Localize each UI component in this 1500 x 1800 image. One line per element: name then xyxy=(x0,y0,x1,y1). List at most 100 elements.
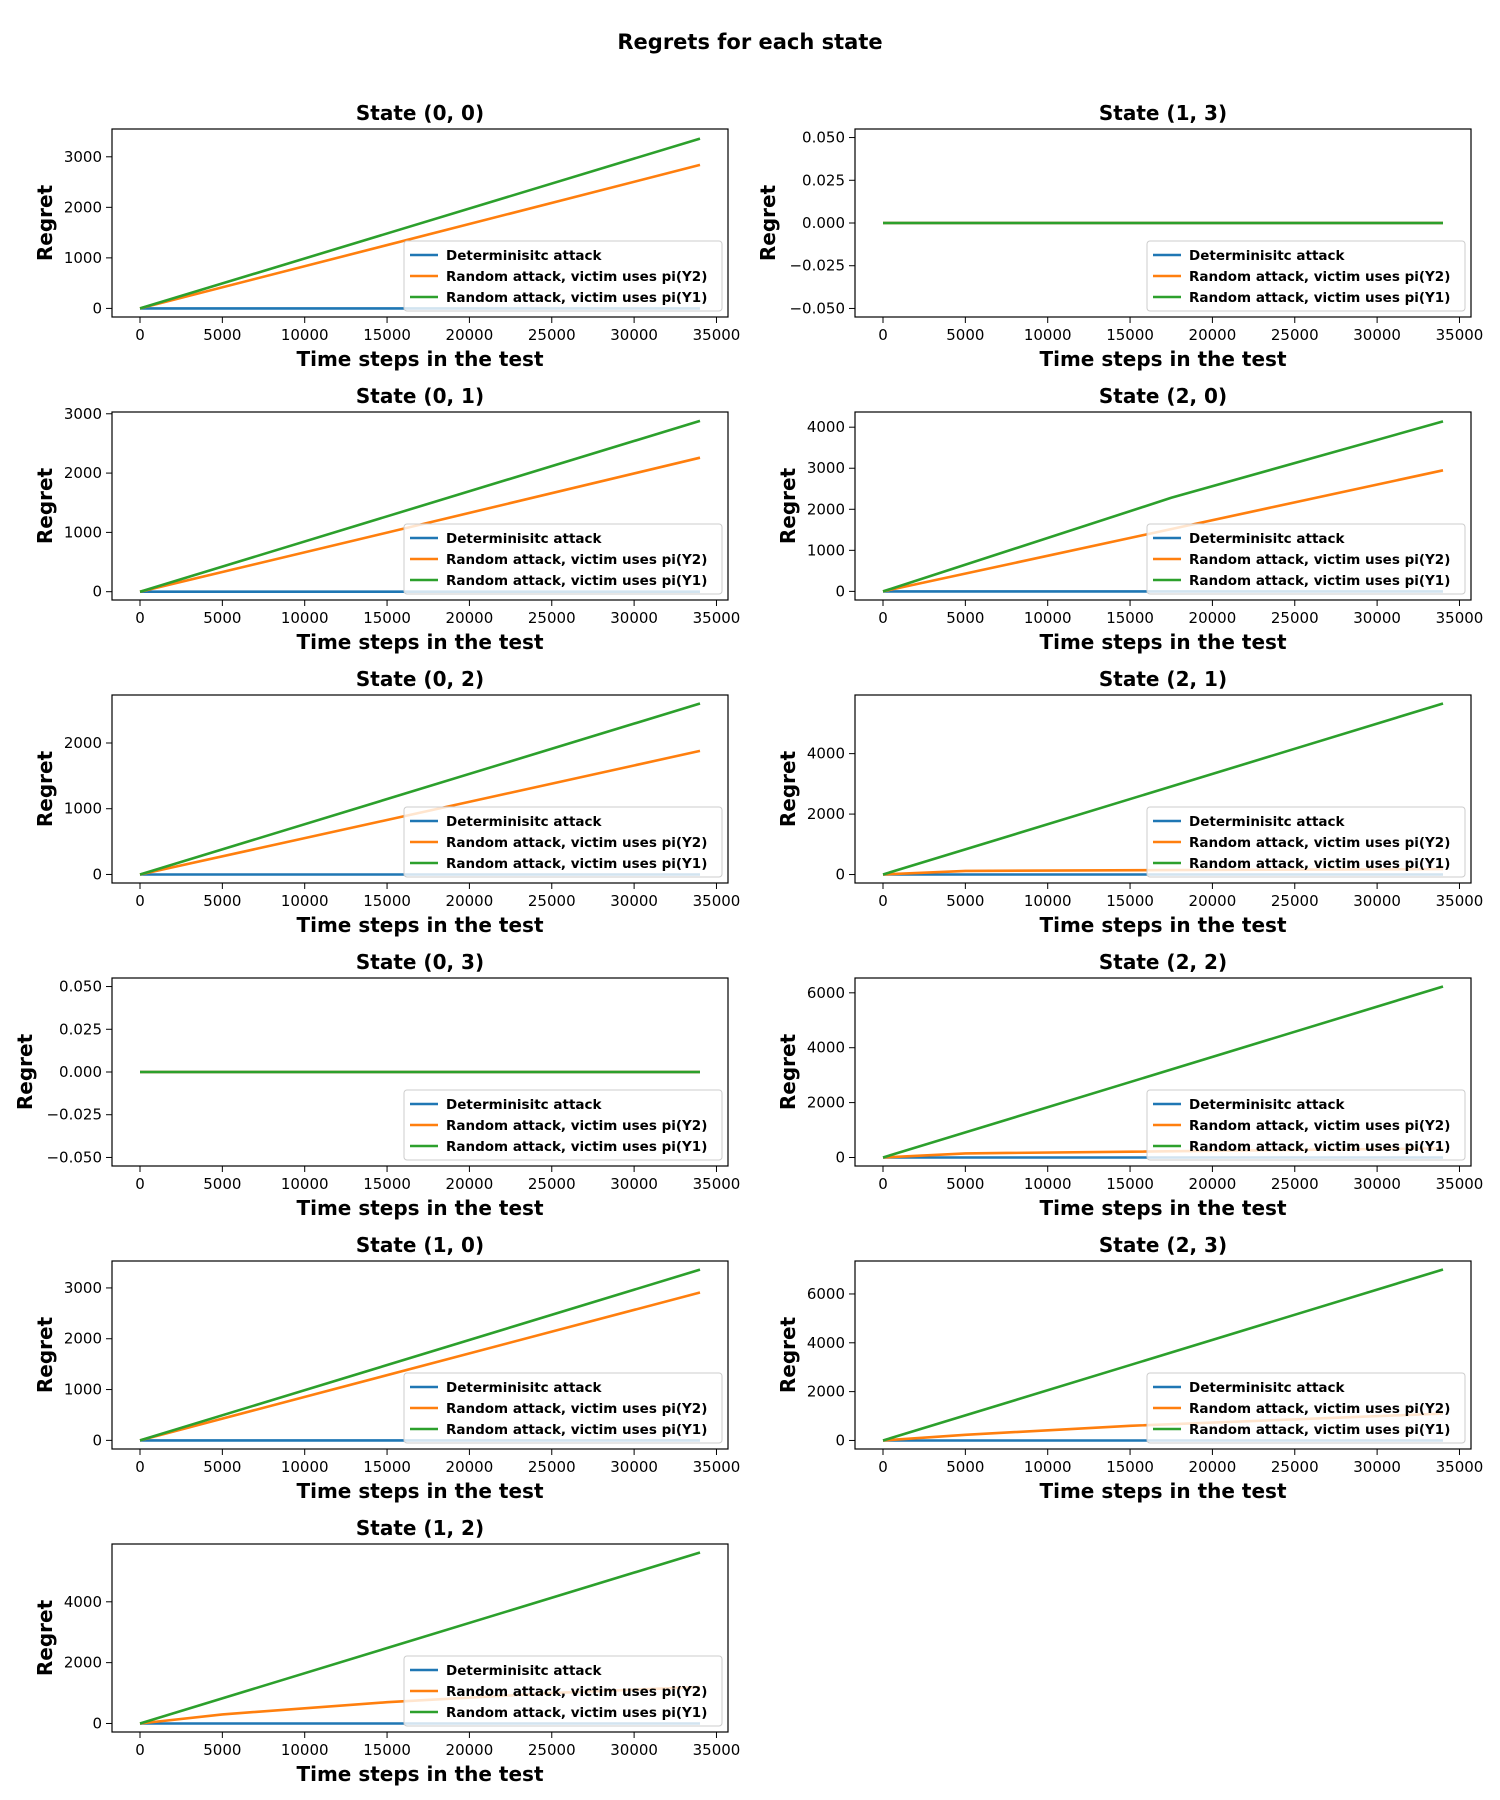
y-tick-label: 3000 xyxy=(807,459,845,477)
y-tick-label: 6000 xyxy=(807,1285,845,1303)
subplot-title: State (2, 3) xyxy=(1099,1233,1227,1257)
x-tick-label: 25000 xyxy=(1271,1175,1319,1193)
x-tick-label: 0 xyxy=(878,1175,888,1193)
legend-entry-label: Random attack, victim uses pi(Y1) xyxy=(446,1705,707,1721)
series-line-3 xyxy=(882,1268,1444,1442)
x-tick-label: 5000 xyxy=(946,609,984,627)
y-tick-label: 0 xyxy=(92,1714,102,1732)
legend-entry-label: Determinisitc attack xyxy=(446,248,603,264)
y-tick-label: 4000 xyxy=(807,1334,845,1352)
legend-entry-label: Random attack, victim uses pi(Y1) xyxy=(1189,573,1450,589)
x-tick-label: 15000 xyxy=(363,1458,411,1476)
y-tick-label: 6000 xyxy=(807,984,845,1002)
legend-entry-label: Random attack, victim uses pi(Y1) xyxy=(446,290,707,306)
legend: Determinisitc attack Random attack, victi… xyxy=(1146,806,1466,878)
legend-entry-label: Determinisitc attack xyxy=(446,814,603,830)
x-tick-label: 10000 xyxy=(281,326,329,344)
x-axis-label: Time steps in the test xyxy=(1039,1479,1286,1503)
x-tick-label: 5000 xyxy=(946,1458,984,1476)
x-tick-label: 30000 xyxy=(1353,1458,1401,1476)
x-tick-label: 5000 xyxy=(203,326,241,344)
legend-box xyxy=(1146,806,1466,878)
x-tick-label: 30000 xyxy=(1353,892,1401,910)
subplot-5: State (0, 2)0 5000 10000 15000 20000 25000 300… xyxy=(33,667,740,937)
legend-entry-label: Random attack, victim uses pi(Y1) xyxy=(446,1422,707,1438)
x-tick-label: 0 xyxy=(135,1458,145,1476)
legend-entry-label: Determinisitc attack xyxy=(446,1097,603,1113)
y-tick-label: 2000 xyxy=(64,734,102,752)
x-tick-label: 10000 xyxy=(1024,1458,1072,1476)
x-tick-label: 0 xyxy=(878,1458,888,1476)
x-tick-label: 5000 xyxy=(203,892,241,910)
legend: Determinisitc attack Random attack, victi… xyxy=(1146,523,1466,595)
axes-frame xyxy=(854,1260,1472,1450)
y-axis-label: Regret xyxy=(33,467,57,544)
legend-entry-label: Random attack, victim uses pi(Y2) xyxy=(446,835,707,851)
y-tick-label: −0.025 xyxy=(46,1106,102,1124)
y-tick-label: 0.000 xyxy=(59,1063,102,1081)
legend-entry-label: Random attack, victim uses pi(Y1) xyxy=(1189,1139,1450,1155)
y-tick-label: 0.025 xyxy=(802,171,845,189)
y-axis-label: Regret xyxy=(776,1033,800,1110)
subplot-title: State (1, 2) xyxy=(356,1516,484,1540)
y-tick-label: 3000 xyxy=(64,405,102,423)
legend: Determinisitc attack Random attack, victi… xyxy=(403,1372,723,1444)
x-tick-label: 20000 xyxy=(1189,892,1237,910)
legend-entry-label: Determinisitc attack xyxy=(1189,248,1346,264)
x-tick-label: 10000 xyxy=(281,892,329,910)
x-tick-label: 5000 xyxy=(946,326,984,344)
series-line-2 xyxy=(139,1291,701,1442)
y-axis-label: Regret xyxy=(33,1599,57,1676)
x-tick-label: 35000 xyxy=(1436,609,1484,627)
x-axis-label: Time steps in the test xyxy=(1039,347,1286,371)
x-tick-label: 0 xyxy=(135,326,145,344)
subplot-title: State (2, 0) xyxy=(1099,384,1227,408)
x-axis-label: Time steps in the test xyxy=(1039,1196,1286,1220)
x-tick-label: 15000 xyxy=(363,892,411,910)
y-tick-label: 0 xyxy=(835,582,845,600)
y-tick-label: 2000 xyxy=(807,1383,845,1401)
y-tick-label: 0 xyxy=(92,583,102,601)
legend-box xyxy=(403,240,723,312)
y-tick-label: 0.050 xyxy=(59,978,102,996)
y-tick-label: 2000 xyxy=(64,198,102,216)
x-tick-label: 15000 xyxy=(363,326,411,344)
x-tick-label: 35000 xyxy=(693,609,741,627)
legend-box xyxy=(403,1655,723,1727)
axes-frame xyxy=(111,411,729,601)
y-axis-label: Regret xyxy=(13,1033,37,1110)
x-tick-label: 5000 xyxy=(203,1458,241,1476)
subplot-title: State (0, 3) xyxy=(356,950,484,974)
y-tick-label: 1000 xyxy=(64,249,102,267)
y-tick-label: 0 xyxy=(92,299,102,317)
x-tick-label: 15000 xyxy=(1106,1175,1154,1193)
x-tick-label: 30000 xyxy=(1353,326,1401,344)
y-tick-label: 0 xyxy=(835,1148,845,1166)
legend-box xyxy=(403,806,723,878)
x-tick-label: 10000 xyxy=(1024,1175,1072,1193)
y-tick-label: 2000 xyxy=(807,1094,845,1112)
x-tick-label: 30000 xyxy=(1353,1175,1401,1193)
x-tick-label: 5000 xyxy=(946,892,984,910)
x-axis-label: Time steps in the test xyxy=(296,630,543,654)
x-tick-label: 10000 xyxy=(281,1458,329,1476)
x-axis-label: Time steps in the test xyxy=(1039,913,1286,937)
x-tick-label: 35000 xyxy=(693,1741,741,1759)
y-tick-label: 0 xyxy=(92,865,102,883)
x-tick-label: 30000 xyxy=(610,1175,658,1193)
x-axis-label: Time steps in the test xyxy=(296,347,543,371)
y-tick-label: 2000 xyxy=(64,464,102,482)
legend-entry-label: Random attack, victim uses pi(Y1) xyxy=(1189,290,1450,306)
legend: Determinisitc attack Random attack, victi… xyxy=(403,806,723,878)
x-tick-label: 20000 xyxy=(1189,1175,1237,1193)
y-tick-label: 1000 xyxy=(64,523,102,541)
legend-entry-label: Random attack, victim uses pi(Y2) xyxy=(446,1118,707,1134)
legend: Determinisitc attack Random attack, victi… xyxy=(1146,1372,1466,1444)
x-tick-label: 0 xyxy=(878,609,888,627)
legend-box xyxy=(1146,523,1466,595)
y-tick-label: 1000 xyxy=(64,1381,102,1399)
legend-entry-label: Determinisitc attack xyxy=(1189,1097,1346,1113)
y-tick-label: −0.050 xyxy=(789,299,845,317)
